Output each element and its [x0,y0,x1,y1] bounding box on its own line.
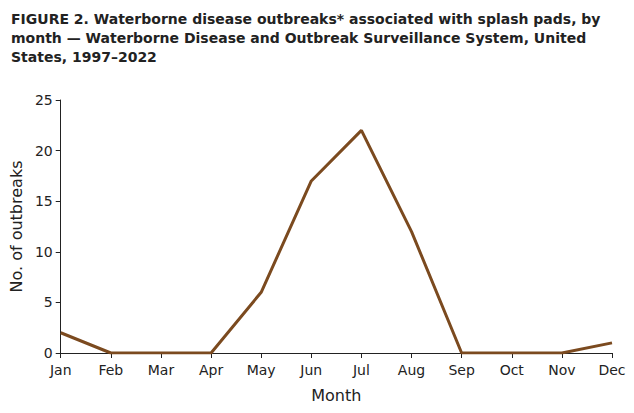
svg-text:Month: Month [311,386,361,405]
svg-text:0: 0 [44,345,53,361]
svg-text:Jan: Jan [49,362,72,378]
svg-text:15: 15 [35,193,53,209]
svg-text:Apr: Apr [199,362,223,378]
svg-text:May: May [247,362,276,378]
svg-text:No. of outbreaks: No. of outbreaks [7,161,26,293]
svg-text:25: 25 [35,92,53,108]
svg-text:20: 20 [35,143,53,159]
svg-text:10: 10 [35,244,53,260]
svg-text:Oct: Oct [500,362,525,378]
svg-text:5: 5 [44,294,53,310]
svg-text:Jun: Jun [299,362,322,378]
svg-text:Nov: Nov [548,362,575,378]
svg-text:month — Waterborne Disease and: month — Waterborne Disease and Outbreak … [11,30,591,46]
svg-text:Sep: Sep [448,362,475,378]
svg-text:Dec: Dec [598,362,625,378]
svg-text:Aug: Aug [398,362,425,378]
svg-text:Mar: Mar [148,362,175,378]
svg-text:States, 1997–2022: States, 1997–2022 [11,49,157,65]
svg-text:Jul: Jul [352,362,370,378]
svg-text:FIGURE 2. Waterborne disease o: FIGURE 2. Waterborne disease outbreaks* … [11,11,605,27]
svg-text:Feb: Feb [98,362,123,378]
